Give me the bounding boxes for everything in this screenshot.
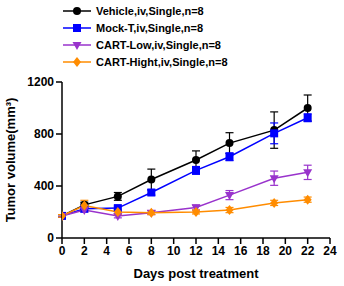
html-text:CART-Low,iv,Single,n=8: CART-Low,iv,Single,n=8 <box>96 38 221 51</box>
svg-text:0: 0 <box>59 244 66 258</box>
svg-text:1200: 1200 <box>27 75 54 89</box>
svg-text:12: 12 <box>189 244 203 258</box>
svg-text:10: 10 <box>167 244 181 258</box>
svg-text:2: 2 <box>81 244 88 258</box>
svg-text:400: 400 <box>34 179 54 193</box>
svg-text:6: 6 <box>126 244 133 258</box>
svg-text:8: 8 <box>148 244 155 258</box>
html-text:Vehicle,iv,Single,n=8: Vehicle,iv,Single,n=8 <box>96 4 204 17</box>
html-text:CART-Hight,iv,Single,n=8: CART-Hight,iv,Single,n=8 <box>96 55 228 68</box>
svg-text:22: 22 <box>301 244 315 258</box>
svg-text:24: 24 <box>323 244 336 258</box>
svg-text:14: 14 <box>212 244 226 258</box>
svg-text:20: 20 <box>279 244 293 258</box>
svg-text:16: 16 <box>234 244 248 258</box>
svg-text:18: 18 <box>256 244 270 258</box>
svg-text:800: 800 <box>34 127 54 141</box>
svg-text:4: 4 <box>103 244 110 258</box>
svg-text:Tumor volume(mm³): Tumor volume(mm³) <box>8 98 18 223</box>
svg-text:Days post treatment: Days post treatment <box>134 266 260 281</box>
svg-text:0: 0 <box>47 231 54 245</box>
html-text:Mock-T,iv,Single,n=8: Mock-T,iv,Single,n=8 <box>96 21 204 34</box>
